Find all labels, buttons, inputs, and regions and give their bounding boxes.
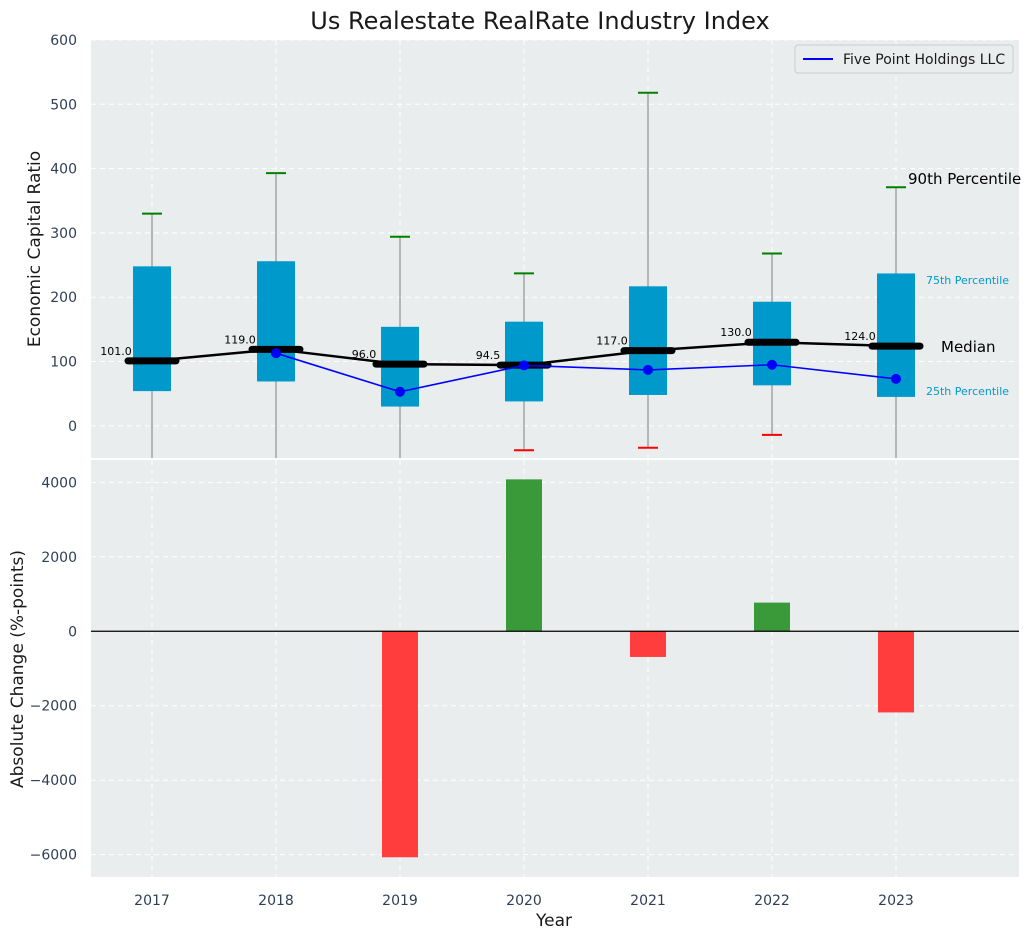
median-value-label: 117.0 bbox=[596, 335, 628, 348]
xtick-label: 2019 bbox=[382, 893, 418, 909]
top-ytick-label: 400 bbox=[50, 162, 77, 178]
median-value-label: 130.0 bbox=[720, 326, 752, 339]
annotation-p90: 90th Percentile bbox=[908, 170, 1021, 188]
bottom-ylabel: Absolute Change (%-points) bbox=[8, 550, 28, 788]
bottom-panel: −6000 −4000 −2000 0 2000 4000 2017 2018 2019 2020… bbox=[30, 460, 1019, 909]
box-iqr bbox=[257, 261, 295, 382]
top-ytick-label: 0 bbox=[68, 419, 77, 435]
xtick-label: 2018 bbox=[258, 893, 294, 909]
legend-label: Five Point Holdings LLC bbox=[843, 52, 1005, 68]
series-line bbox=[275, 352, 897, 393]
annotation-median: Median bbox=[941, 338, 996, 356]
median-value-label: 96.0 bbox=[352, 348, 377, 361]
xlabel: Year bbox=[535, 911, 572, 931]
bottom-ytick-label: 0 bbox=[68, 624, 77, 640]
series-point bbox=[891, 373, 901, 384]
median-value-label: 94.5 bbox=[476, 349, 501, 362]
series-point bbox=[767, 359, 777, 370]
series-point bbox=[271, 348, 281, 359]
change-bar bbox=[630, 631, 666, 657]
median-value-label: 119.0 bbox=[224, 333, 256, 346]
change-bar bbox=[754, 602, 790, 632]
series-point bbox=[519, 360, 529, 371]
annotation-q1: 25th Percentile bbox=[926, 385, 1009, 398]
median-value-label: 101.0 bbox=[100, 345, 132, 358]
box-iqr bbox=[629, 286, 667, 395]
median-value-label: 124.0 bbox=[844, 330, 876, 343]
chart-title: Us Realestate RealRate Industry Index bbox=[310, 7, 769, 35]
bottom-plot-area bbox=[91, 460, 1019, 877]
top-plot-area bbox=[91, 40, 1019, 458]
legend: Five Point Holdings LLC bbox=[794, 44, 1014, 74]
series-point bbox=[395, 386, 405, 397]
top-panel: 0 100 200 300 400 500 600 101.0 119.0 96.0 94.5 117… bbox=[50, 33, 1019, 458]
top-ytick-label: 200 bbox=[50, 290, 77, 306]
xtick-label: 2021 bbox=[630, 893, 666, 909]
xtick-label: 2022 bbox=[754, 893, 790, 909]
legend-box bbox=[794, 44, 1014, 74]
top-ylabel: Economic Capital Ratio bbox=[25, 151, 45, 347]
series-point bbox=[643, 364, 653, 375]
bottom-ytick-label: 2000 bbox=[41, 550, 77, 566]
bottom-ytick-label: −4000 bbox=[30, 773, 77, 789]
change-bar bbox=[878, 631, 914, 713]
box-iqr bbox=[133, 266, 171, 392]
xtick-label: 2023 bbox=[878, 893, 914, 909]
top-ytick-label: 600 bbox=[50, 33, 77, 49]
xtick-label: 2017 bbox=[134, 893, 170, 909]
bottom-ytick-label: −6000 bbox=[30, 848, 77, 864]
change-bar bbox=[506, 479, 542, 632]
top-ytick-label: 500 bbox=[50, 97, 77, 113]
top-ytick-label: 100 bbox=[50, 355, 77, 371]
bottom-ytick-label: 4000 bbox=[41, 475, 77, 491]
xtick-label: 2020 bbox=[506, 893, 542, 909]
annotation-q3: 75th Percentile bbox=[926, 274, 1009, 287]
change-bar bbox=[382, 631, 418, 858]
bottom-ytick-label: −2000 bbox=[30, 699, 77, 715]
top-ytick-label: 300 bbox=[50, 226, 77, 242]
